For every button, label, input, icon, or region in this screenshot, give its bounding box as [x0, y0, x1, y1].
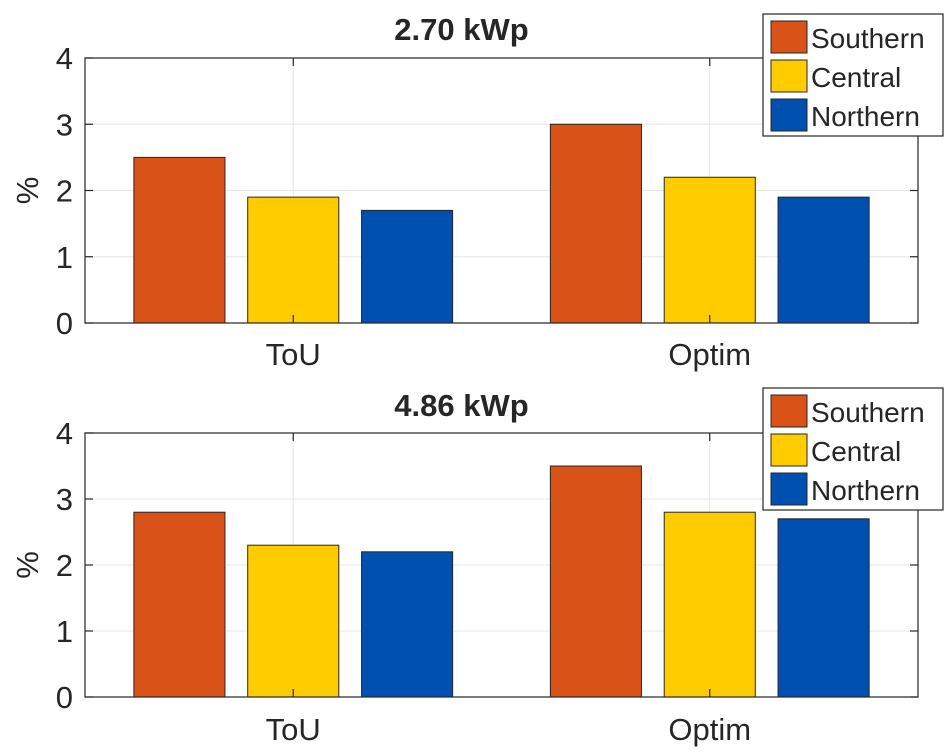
- category-label: Optim: [668, 712, 751, 747]
- legend-label-northern: Northern: [811, 475, 920, 506]
- legend-swatch-northern: [770, 472, 808, 506]
- y-tick-label: 1: [56, 240, 73, 275]
- legend-swatch-southern: [770, 20, 808, 54]
- bar-southern-optim: [549, 465, 642, 698]
- bar-central-optim: [663, 511, 756, 698]
- category-label: ToU: [266, 337, 321, 372]
- chart-top: 0 1 2 3 4 ToU Optim% 2.70 kWp Southern Central Nor…: [10, 12, 944, 372]
- y-tick-label: 0: [56, 306, 73, 341]
- legend-label-northern: Northern: [811, 101, 920, 132]
- y-tick-label: 3: [56, 107, 73, 142]
- bar-northern-optim: [777, 196, 870, 324]
- bar-southern-tou: [133, 511, 226, 698]
- legend-swatch-northern: [770, 98, 808, 132]
- legend-swatch-central: [770, 59, 808, 93]
- y-tick-label: 1: [56, 614, 73, 649]
- y-tick-label: 4: [56, 416, 73, 451]
- legend-swatch-central: [770, 433, 808, 467]
- y-axis-label: %: [10, 177, 45, 205]
- bar-central-tou: [247, 196, 340, 324]
- bar-northern-tou: [361, 209, 454, 324]
- chart-bottom: 0 1 2 3 4 ToU Optim% 4.86 kWp Southern Central Nor…: [10, 387, 944, 747]
- bar-southern-tou: [133, 156, 226, 324]
- legend-label-central: Central: [811, 436, 901, 467]
- legend-label-southern: Southern: [811, 23, 925, 54]
- category-label: Optim: [668, 337, 751, 372]
- legend-label-central: Central: [811, 62, 901, 93]
- y-tick-label: 2: [56, 174, 73, 209]
- legend-label-southern: Southern: [811, 397, 925, 428]
- category-label: ToU: [266, 712, 321, 747]
- y-tick-label: 0: [56, 680, 73, 715]
- bar-southern-optim: [549, 123, 642, 324]
- chart-title: 2.70 kWp: [394, 12, 528, 47]
- y-axis-label: %: [10, 551, 45, 579]
- y-tick-label: 2: [56, 548, 73, 583]
- bar-central-tou: [247, 544, 340, 698]
- bar-northern-optim: [777, 518, 870, 698]
- chart-title: 4.86 kWp: [394, 388, 528, 423]
- bar-central-optim: [663, 176, 756, 324]
- bar-northern-tou: [361, 551, 454, 698]
- y-tick-label: 3: [56, 482, 73, 517]
- y-tick-label: 4: [56, 41, 73, 76]
- legend-swatch-southern: [770, 394, 808, 428]
